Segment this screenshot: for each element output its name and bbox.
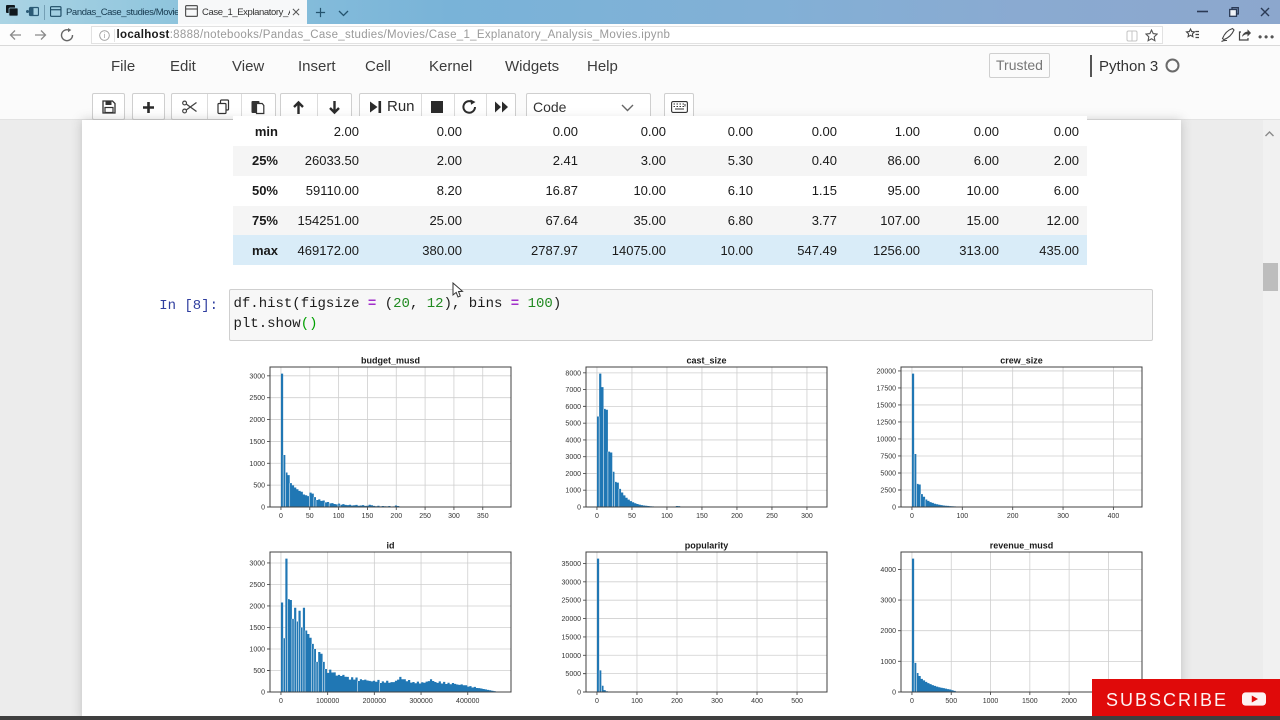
svg-text:150: 150 (362, 513, 374, 520)
svg-text:0: 0 (261, 690, 265, 697)
svg-text:300: 300 (1057, 513, 1069, 520)
svg-text:17500: 17500 (876, 385, 896, 392)
svg-text:100: 100 (956, 513, 968, 520)
svg-text:2500: 2500 (249, 395, 265, 402)
svg-text:2500: 2500 (249, 582, 265, 589)
svg-text:500: 500 (945, 698, 957, 705)
svg-text:2000: 2000 (880, 628, 896, 635)
svg-text:250: 250 (766, 513, 778, 520)
svg-text:250: 250 (419, 513, 431, 520)
svg-text:budget_musd: budget_musd (361, 356, 420, 366)
svg-text:1500: 1500 (249, 439, 265, 446)
svg-text:400: 400 (751, 698, 763, 705)
svg-text:10000: 10000 (561, 653, 581, 660)
svg-text:200: 200 (731, 513, 743, 520)
svg-text:100: 100 (333, 513, 345, 520)
svg-text:3000: 3000 (249, 560, 265, 567)
svg-text:2000: 2000 (249, 603, 265, 610)
svg-text:350: 350 (477, 513, 489, 520)
svg-text:0: 0 (261, 505, 265, 512)
svg-text:20000: 20000 (876, 368, 896, 375)
svg-text:1500: 1500 (1022, 698, 1038, 705)
svg-text:1000: 1000 (565, 488, 581, 495)
svg-text:0: 0 (909, 698, 913, 705)
svg-text:200000: 200000 (363, 698, 386, 705)
svg-text:0: 0 (892, 505, 896, 512)
svg-text:5000: 5000 (565, 671, 581, 678)
svg-text:5000: 5000 (880, 470, 896, 477)
svg-text:200: 200 (671, 698, 683, 705)
svg-text:400: 400 (1107, 513, 1119, 520)
svg-text:2000: 2000 (1061, 698, 1077, 705)
svg-text:2500: 2500 (880, 487, 896, 494)
svg-text:6000: 6000 (565, 404, 581, 411)
svg-text:20000: 20000 (561, 616, 581, 623)
svg-text:2000: 2000 (565, 471, 581, 478)
svg-text:400000: 400000 (456, 698, 479, 705)
svg-text:7500: 7500 (880, 453, 896, 460)
svg-text:i: i (104, 31, 106, 40)
svg-text:300000: 300000 (409, 698, 432, 705)
svg-text:revenue_musd: revenue_musd (989, 541, 1053, 551)
svg-text:300: 300 (801, 513, 813, 520)
svg-text:100: 100 (661, 513, 673, 520)
svg-text:1000: 1000 (249, 646, 265, 653)
svg-text:300: 300 (711, 698, 723, 705)
svg-text:15000: 15000 (561, 634, 581, 641)
svg-text:1000: 1000 (982, 698, 998, 705)
svg-text:35000: 35000 (561, 561, 581, 568)
svg-text:7000: 7000 (565, 387, 581, 394)
svg-text:0: 0 (577, 505, 581, 512)
svg-text:popularity: popularity (684, 541, 728, 551)
svg-text:500: 500 (253, 483, 265, 490)
svg-text:0: 0 (909, 513, 913, 520)
svg-text:150: 150 (696, 513, 708, 520)
svg-text:5000: 5000 (565, 421, 581, 428)
svg-text:500: 500 (253, 668, 265, 675)
svg-text:crew_size: crew_size (1000, 356, 1043, 366)
svg-text:10000: 10000 (876, 436, 896, 443)
svg-text:100: 100 (631, 698, 643, 705)
svg-text:0: 0 (279, 513, 283, 520)
svg-text:30000: 30000 (561, 579, 581, 586)
svg-text:25000: 25000 (561, 598, 581, 605)
svg-text:3000: 3000 (565, 454, 581, 461)
svg-text:cast_size: cast_size (686, 356, 726, 366)
svg-text:50: 50 (628, 513, 636, 520)
svg-text:0: 0 (594, 513, 598, 520)
svg-text:0: 0 (892, 690, 896, 697)
svg-text:200: 200 (390, 513, 402, 520)
svg-text:2000: 2000 (249, 417, 265, 424)
svg-text:300: 300 (448, 513, 460, 520)
svg-text:3000: 3000 (880, 598, 896, 605)
svg-text:12500: 12500 (876, 419, 896, 426)
svg-text:500: 500 (791, 698, 803, 705)
svg-text:1000: 1000 (249, 461, 265, 468)
svg-text:0: 0 (577, 690, 581, 697)
svg-text:0: 0 (279, 698, 283, 705)
svg-text:200: 200 (1006, 513, 1018, 520)
svg-text:8000: 8000 (565, 370, 581, 377)
svg-text:0: 0 (594, 698, 598, 705)
svg-text:100000: 100000 (316, 698, 339, 705)
svg-text:50: 50 (306, 513, 314, 520)
svg-text:4000: 4000 (565, 437, 581, 444)
svg-text:3000: 3000 (249, 373, 265, 380)
svg-text:id: id (387, 541, 395, 551)
svg-text:1000: 1000 (880, 659, 896, 666)
svg-text:4000: 4000 (880, 567, 896, 574)
svg-text:1500: 1500 (249, 625, 265, 632)
svg-text:15000: 15000 (876, 402, 896, 409)
